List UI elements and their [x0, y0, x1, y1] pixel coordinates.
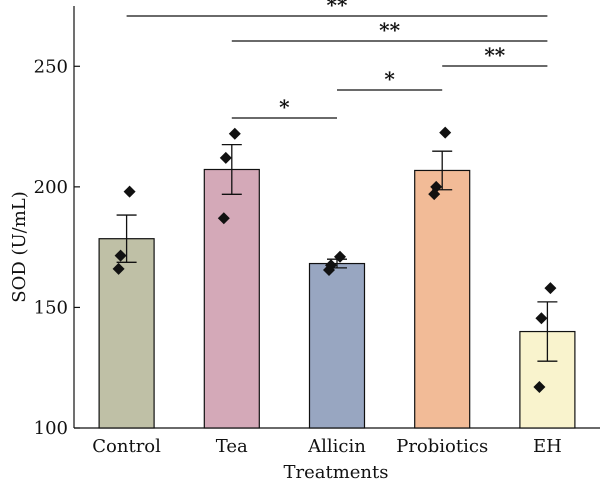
data-point: [334, 250, 346, 263]
significance-label: **: [379, 18, 400, 42]
x-axis-label: Treatments: [283, 462, 388, 482]
data-point: [323, 264, 335, 277]
x-tick-label: EH: [533, 436, 562, 457]
x-tick-label: Tea: [216, 436, 248, 457]
significance-label: **: [484, 43, 505, 67]
significance-label: **: [327, 0, 348, 17]
bar: [308, 262, 366, 429]
y-axis-label: SOD (U/mL): [9, 191, 30, 303]
data-point: [123, 185, 136, 198]
y-tick-label: 150: [34, 297, 68, 318]
significance-label: *: [279, 95, 290, 119]
significance-label: *: [384, 67, 395, 91]
data-point: [533, 381, 546, 394]
data-point: [428, 188, 441, 201]
x-tick-label: Allicin: [307, 436, 366, 457]
data-point: [535, 312, 548, 325]
x-tick-label: Control: [92, 436, 161, 457]
data-point: [112, 262, 125, 275]
data-point: [544, 282, 557, 295]
data-point: [228, 127, 241, 140]
bar: [203, 168, 260, 429]
y-tick-label: 250: [34, 56, 68, 77]
y-tick-label: 200: [34, 177, 68, 198]
data-point: [114, 249, 127, 262]
data-point: [219, 151, 232, 164]
data-points: [112, 126, 557, 394]
bar: [414, 169, 471, 429]
x-tick-label: Probiotics: [396, 436, 488, 457]
bar: [98, 238, 155, 429]
data-point: [439, 126, 452, 139]
y-tick-label: 100: [34, 418, 68, 439]
bars: [98, 168, 576, 429]
data-point: [217, 212, 230, 225]
significance-brackets: ********: [126, 0, 548, 119]
axes: 100 150 200 250 Control Tea Allicin Probiotics E…: [34, 6, 600, 457]
